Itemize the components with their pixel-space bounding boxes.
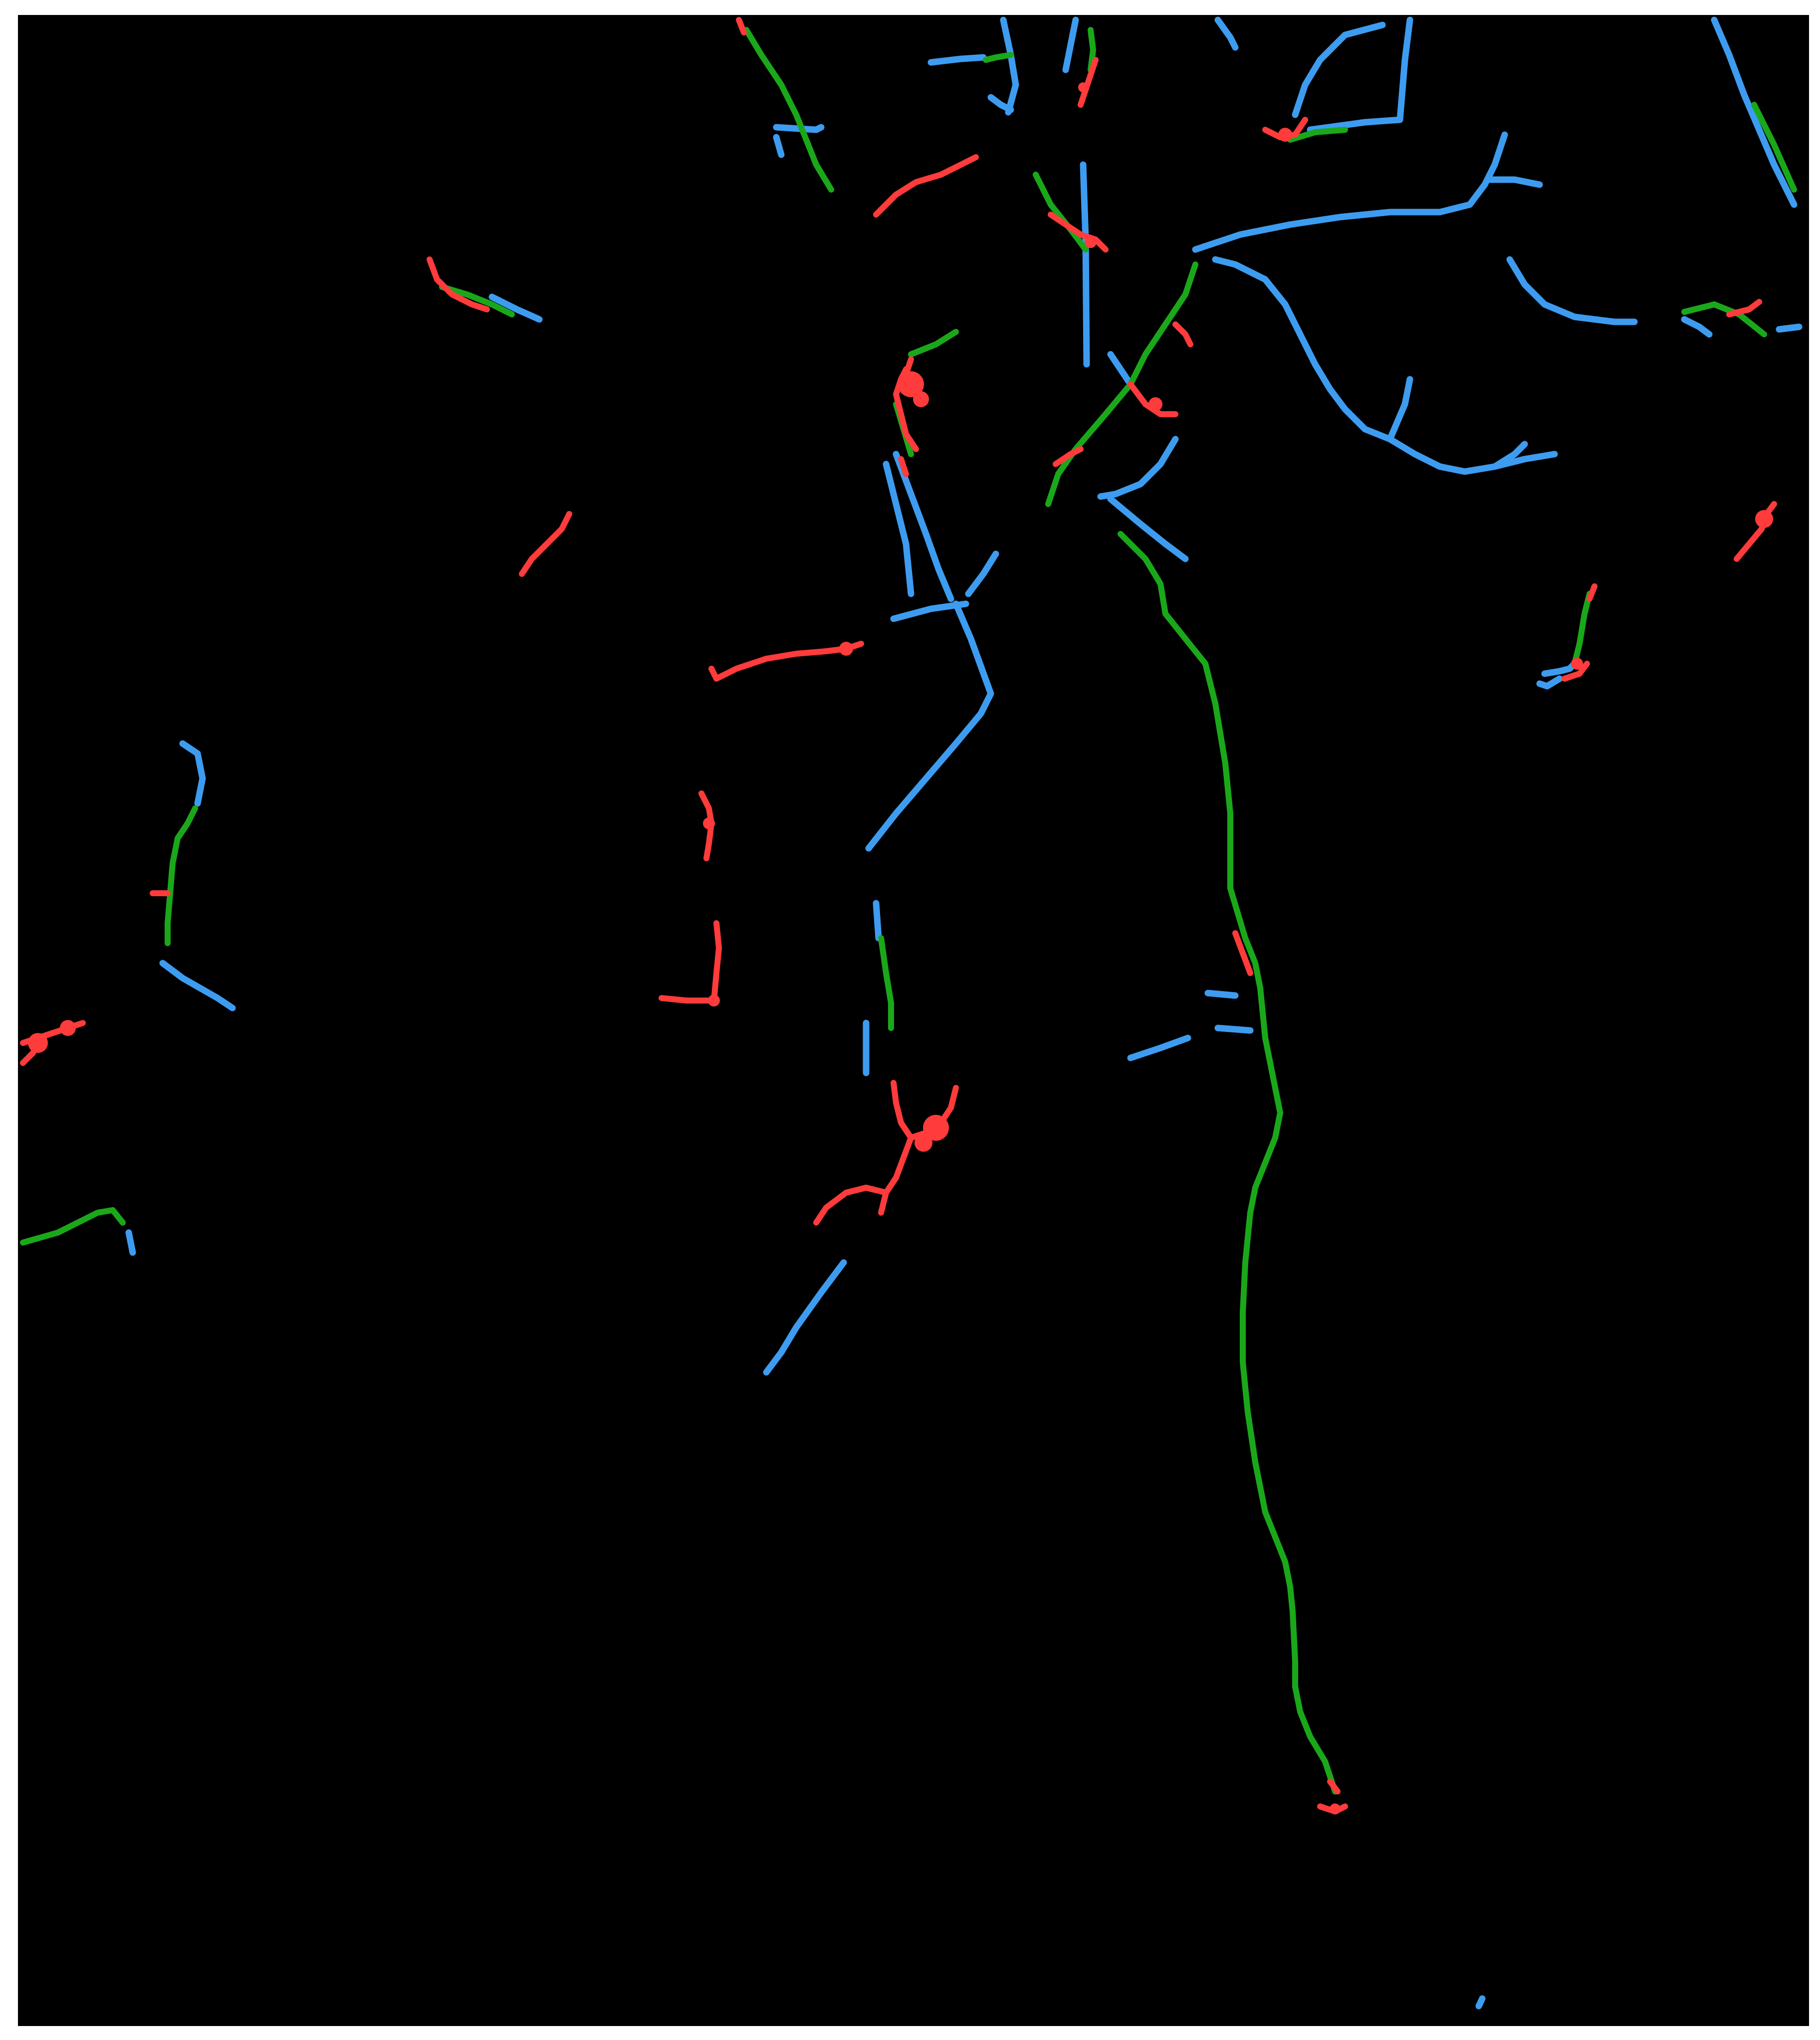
tp-segment	[165, 805, 198, 946]
fn-segment	[1214, 16, 1239, 51]
fn-segment	[773, 134, 785, 158]
fn-segment	[179, 740, 206, 807]
fn-segment	[1214, 1024, 1254, 1034]
true-positive-layer	[20, 27, 1797, 1794]
fn-segment	[1292, 21, 1386, 118]
fp-blob	[1148, 397, 1162, 411]
fp-blob	[1571, 658, 1583, 670]
fp-segment	[876, 192, 899, 215]
tp-segment	[1751, 102, 1797, 193]
fp-segment	[519, 511, 572, 577]
tp-segment	[878, 935, 894, 1031]
fn-segment	[1062, 16, 1079, 73]
fn-segment	[125, 1229, 136, 1256]
fp-blob	[1278, 128, 1292, 142]
fn-segment	[865, 600, 994, 852]
fp-blob	[60, 1020, 76, 1036]
fn-segment	[1536, 675, 1563, 690]
fn-segment	[1475, 1995, 1486, 2010]
fn-segment	[1307, 16, 1413, 133]
fp-blob	[923, 1115, 949, 1141]
fp-blob	[708, 995, 720, 1007]
fn-segment	[1000, 16, 1019, 116]
fp-blob	[1330, 1803, 1341, 1814]
fp-blob	[703, 817, 715, 829]
fp-blob	[1755, 510, 1773, 528]
fn-segment	[773, 124, 825, 133]
fp-segment	[813, 1185, 889, 1226]
tp-segment	[1045, 261, 1198, 507]
false-positive-layer	[20, 17, 1777, 1814]
fn-segment	[763, 1259, 847, 1376]
fp-segment	[1587, 583, 1597, 602]
tp-segment	[1118, 531, 1338, 1794]
fn-segment	[1776, 323, 1803, 333]
tp-segment	[743, 27, 834, 193]
fn-segment	[883, 461, 914, 597]
fp-segment	[1053, 446, 1084, 467]
fn-segment	[1386, 376, 1413, 443]
fp-blob	[1078, 82, 1088, 92]
fn-segment	[488, 293, 543, 323]
fp-segment	[898, 456, 909, 477]
fn-segment	[1491, 441, 1528, 470]
tp-segment	[983, 52, 1014, 63]
fn-segment	[965, 550, 999, 597]
fn-segment	[1486, 176, 1543, 188]
fn-segment	[893, 451, 954, 602]
fp-segment	[736, 17, 747, 35]
fp-segment	[878, 1135, 914, 1216]
fn-segment	[1681, 316, 1713, 338]
fp-segment	[659, 995, 717, 1004]
tp-segment	[20, 1207, 126, 1246]
fn-segment	[1204, 990, 1239, 999]
fn-segment	[1506, 256, 1638, 325]
tp-segment	[1572, 591, 1592, 667]
fn-segment	[1192, 131, 1508, 253]
fp-blob	[898, 371, 924, 397]
fp-segment	[427, 256, 490, 312]
fp-segment	[1172, 321, 1193, 347]
fp-segment	[1734, 501, 1777, 562]
fp-segment	[1078, 57, 1099, 108]
fn-segment	[1107, 351, 1134, 388]
fn-segment	[927, 54, 987, 66]
fp-segment	[1232, 930, 1253, 976]
fp-blob	[28, 1033, 48, 1053]
vessel-overlay-canvas	[20, 16, 1803, 2010]
tp-segment	[1033, 172, 1089, 253]
false-positive-blobs	[28, 82, 1773, 1814]
fp-segment	[711, 920, 722, 1004]
fp-segment	[1048, 212, 1109, 253]
fp-segment	[1327, 1779, 1341, 1794]
fp-segment	[903, 356, 914, 377]
fn-segment	[873, 900, 882, 942]
fp-blob	[914, 1134, 932, 1152]
segmentation-overlay-image	[18, 15, 1809, 2026]
fn-segment	[1711, 16, 1798, 208]
tp-segment	[439, 284, 515, 317]
fp-blob	[839, 642, 853, 656]
fn-segment	[1080, 161, 1090, 368]
fn-segment	[1212, 256, 1558, 475]
fp-segment	[1726, 299, 1762, 317]
fn-segment	[1097, 436, 1179, 500]
fn-segment	[1541, 660, 1578, 677]
fn-segment	[987, 94, 1014, 113]
fn-segment	[1107, 496, 1189, 562]
fp-blob	[913, 391, 929, 407]
fp-segment	[873, 154, 979, 218]
fp-segment	[1562, 661, 1590, 682]
tp-segment	[908, 329, 959, 357]
tp-segment	[1681, 301, 1767, 337]
fn-segment	[159, 960, 236, 1012]
fp-segment	[891, 1080, 959, 1141]
false-negative-layer	[125, 16, 1803, 2010]
fp-segment	[708, 641, 864, 682]
fn-segment	[1127, 1034, 1191, 1061]
tp-segment	[1287, 127, 1348, 143]
fp-blob	[1085, 236, 1097, 248]
